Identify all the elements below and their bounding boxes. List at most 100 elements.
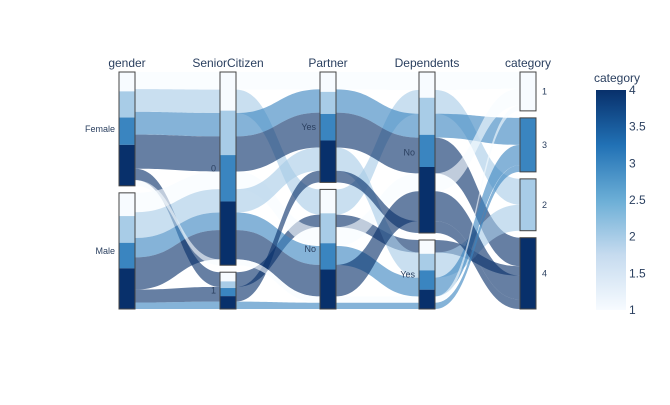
ribbon-segment — [135, 111, 220, 137]
category-bar-segment — [419, 240, 435, 254]
category-label: Yes — [301, 122, 316, 132]
category-bar-segment — [220, 288, 236, 297]
ribbon-segment — [336, 112, 419, 174]
category-bar-segment — [419, 97, 435, 135]
category-label: No — [403, 148, 415, 158]
category-bar-segment — [220, 201, 236, 266]
category-label: Male — [95, 246, 115, 256]
ribbon-segment — [135, 89, 220, 113]
category-label: 4 — [542, 268, 547, 278]
ribbon-segment — [435, 105, 520, 303]
category-bar-segment — [220, 296, 236, 309]
colorbar-tick-label: 3 — [629, 156, 636, 170]
ribbon-segment — [135, 301, 220, 309]
category-bar-segment — [119, 72, 135, 92]
category-bar-segment — [119, 144, 135, 186]
colorbar-title: category — [594, 71, 640, 85]
ribbon-segment — [236, 230, 320, 297]
ribbon-segment — [336, 302, 419, 309]
category-bar-segment — [419, 72, 435, 98]
ribbon-segment — [135, 171, 220, 213]
category-bar-segment — [220, 272, 236, 282]
ribbon-segment — [336, 170, 419, 233]
category-bar-segment — [419, 134, 435, 167]
category-bar-segment — [419, 253, 435, 271]
ribbon-segment — [236, 112, 320, 172]
category-bar-segment — [220, 281, 236, 289]
colorbar-tick-label: 2 — [629, 230, 636, 244]
ribbon-segment — [435, 113, 520, 145]
category-bar-segment — [419, 289, 435, 309]
category-bar[interactable] — [418, 71, 436, 234]
category-bar-segment — [419, 166, 435, 233]
category-bar-segment — [119, 91, 135, 118]
category-label: 1 — [542, 86, 547, 96]
category-bar[interactable] — [319, 71, 337, 183]
ribbon-segment — [135, 134, 220, 172]
category-bar[interactable] — [519, 71, 537, 112]
ribbon-segment — [135, 180, 220, 266]
category-bar-segment — [220, 155, 236, 202]
colorbar-tick-label: 4 — [629, 83, 636, 97]
category-label: 2 — [542, 200, 547, 210]
category-bar-segment — [220, 72, 236, 111]
dimension-title: Dependents — [395, 56, 460, 70]
category-bar-layer — [118, 71, 537, 310]
category-bar-segment — [320, 213, 336, 244]
ribbon-segment — [236, 301, 320, 309]
category-bar[interactable] — [519, 178, 537, 232]
ribbon-segment — [336, 89, 419, 138]
dimension-title: Partner — [308, 56, 347, 70]
category-bar-segment — [320, 140, 336, 183]
category-bar-segment — [320, 243, 336, 270]
category-bar-segment — [520, 117, 536, 172]
category-bar-segment — [419, 270, 435, 290]
ribbon-segment — [135, 72, 220, 90]
colorbar-tick-label: 2.5 — [629, 193, 646, 207]
category-label: 3 — [542, 140, 547, 150]
ribbon-segment — [435, 165, 520, 309]
category-bar-segment — [320, 113, 336, 141]
category-bar-segment — [119, 192, 135, 217]
ribbon-segment — [336, 72, 419, 90]
category-label: 1 — [211, 286, 216, 296]
category-bar[interactable] — [519, 117, 537, 173]
category-bar-segment — [119, 117, 135, 145]
category-bar-segment — [520, 72, 536, 111]
colorbar-tick-label: 1.5 — [629, 266, 646, 280]
category-label: Yes — [400, 270, 415, 280]
category-bar[interactable] — [519, 237, 537, 310]
ribbon-segment — [236, 89, 320, 137]
category-bar[interactable] — [319, 188, 337, 310]
category-bar-segment — [220, 110, 236, 156]
dimension-title: SeniorCitizen — [192, 56, 263, 70]
category-bar-segment — [520, 178, 536, 231]
category-bar-segment — [320, 72, 336, 92]
category-bar[interactable] — [418, 239, 436, 310]
ribbon-segment — [135, 230, 220, 290]
dimension-title: category — [505, 56, 551, 70]
category-label: 0 — [211, 164, 216, 174]
ribbon-segment — [435, 191, 520, 300]
category-bar-segment — [320, 269, 336, 309]
category-bar-segment — [119, 268, 135, 309]
ribbon-segment — [236, 147, 320, 213]
category-bar-segment — [320, 91, 336, 114]
colorbar-tick-label: 3.5 — [629, 120, 646, 134]
category-label: No — [304, 244, 316, 254]
ribbon-segment — [336, 296, 419, 303]
category-bar-segment — [119, 216, 135, 243]
category-bar[interactable] — [219, 271, 237, 310]
category-bar[interactable] — [118, 71, 136, 187]
category-bar-segment — [320, 189, 336, 214]
ribbon-segment — [435, 144, 520, 297]
ribbon-layer — [135, 72, 520, 309]
category-bar[interactable] — [118, 192, 136, 310]
colorbar-gradient — [596, 90, 626, 310]
colorbar-tick-label: 1 — [629, 303, 636, 317]
category-bar[interactable] — [219, 71, 237, 266]
ribbon-segment — [435, 88, 520, 192]
label-layer: gender Female Male SeniorCitizen 0 1 Partner Ye… — [85, 56, 551, 296]
